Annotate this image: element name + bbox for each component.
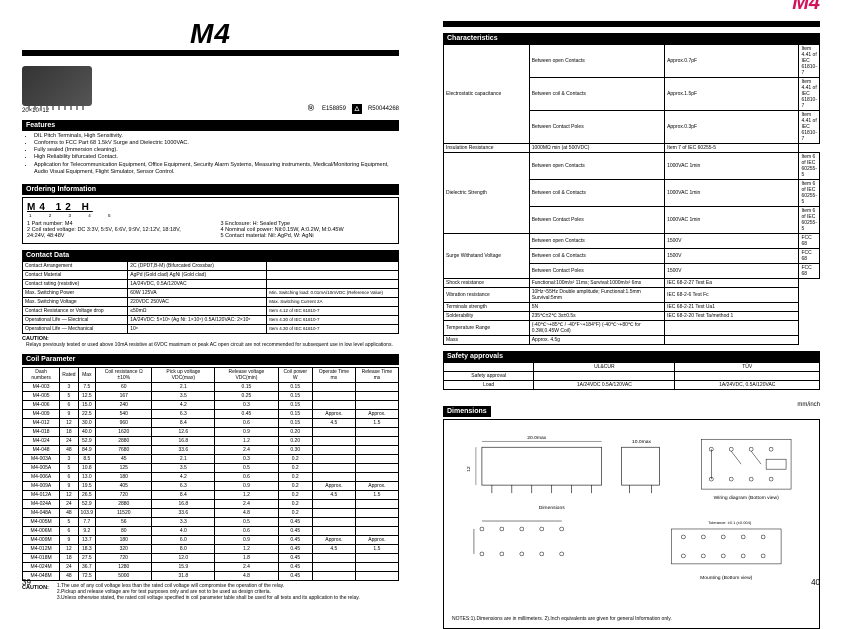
contact-head: Contact Data [22, 250, 399, 261]
ordering-model: M4 12 H [27, 202, 394, 213]
title-right: M4 [443, 0, 820, 15]
svg-text:Tolerance: ±0.1 (±0.004): Tolerance: ±0.1 (±0.004) [708, 520, 752, 525]
feature-item: High Reliability bifurcated Contact. [34, 154, 399, 161]
char-table: Electrostatic capacitanceBetween open Co… [443, 44, 820, 345]
caution2-text: 1.The use of any coil voltage less than … [57, 583, 360, 601]
ordering-index: 1 2 3 4 5 [29, 213, 394, 218]
page-39: M4 20×10×12 Ⓤ E158859 △ R50044268 Featur… [0, 0, 421, 595]
dimensions-svg: 20.0max 12 10.0max [452, 428, 811, 620]
ordering-left: 1 Part number: M42 Coil rated voltage: D… [27, 221, 201, 239]
safety-head: Safety approvals [443, 351, 820, 362]
svg-text:Dimensions: Dimensions [539, 505, 565, 511]
top-bar-right [443, 21, 820, 27]
coil-table: Dash numbersRatedMaxCoil resistance Ω ±1… [22, 367, 399, 581]
caution1-text: Relays previously tested or used above 1… [26, 342, 399, 348]
feature-item: Conforms to FCC Part 68 1.5kV Surge and … [34, 140, 399, 147]
tuv-icon: △ [352, 104, 362, 114]
features-list: DIL Pitch Terminals, High Sensitivity.Co… [22, 131, 399, 178]
ordering-box: M4 12 H 1 2 3 4 5 1 Part number: M42 Coi… [22, 197, 399, 244]
relay-block: 20×10×12 [22, 66, 92, 114]
page-number-left: 39 [22, 578, 31, 587]
top-bar [22, 50, 399, 56]
dim-head: Dimensions [443, 406, 491, 417]
cert-marks: Ⓤ E158859 △ R50044268 [306, 104, 399, 114]
svg-text:10.0max: 10.0max [632, 439, 652, 445]
char-head: Characteristics [443, 33, 820, 44]
ul-icon: Ⓤ [306, 104, 316, 114]
caution2-head: CAUTION: [22, 585, 49, 601]
svg-text:12: 12 [466, 466, 472, 472]
feature-item: Fully sealed (Immersion cleaning). [34, 147, 399, 154]
title: M4 [22, 18, 399, 50]
ordering-head: Ordering Information [22, 184, 399, 195]
safety-table: UL&CURTÜVSafety approvalLoad1A/24VDC 0.5… [443, 362, 820, 390]
tuv-number: R50044268 [368, 106, 399, 112]
dim-notes: NOTES:1).Dimensions are in millimeters. … [452, 616, 672, 622]
page-40: M4 Characteristics Electrostatic capacit… [421, 0, 842, 595]
page-number-right: 40 [811, 578, 820, 587]
dimensions-box: 20.0max 12 10.0max [443, 419, 820, 629]
header-row: 20×10×12 Ⓤ E158859 △ R50044268 [22, 66, 399, 114]
ul-number: E158859 [322, 106, 346, 112]
feature-item: DIL Pitch Terminals, High Sensitivity. [34, 133, 399, 140]
ordering-right: 3 Enclosure: H: Sealed Type4 Nominal coi… [221, 221, 395, 239]
ordering-grid: 1 Part number: M42 Coil rated voltage: D… [27, 221, 394, 239]
dim-unit: mm/inch [797, 402, 820, 408]
svg-text:Wiring diagram (Bottom view): Wiring diagram (Bottom view) [714, 495, 780, 501]
features-head: Features [22, 120, 399, 131]
coil-head: Coil Parameter [22, 354, 399, 365]
contact-table: Contact Arrangement2C (DPDT,B-M) (Bifurc… [22, 261, 399, 334]
svg-text:20.0max: 20.0max [527, 435, 547, 441]
feature-item: Application for Telecommunication Equipm… [34, 162, 399, 176]
relay-image [22, 66, 92, 106]
svg-text:Mounting (Bottom view): Mounting (Bottom view) [700, 575, 753, 581]
